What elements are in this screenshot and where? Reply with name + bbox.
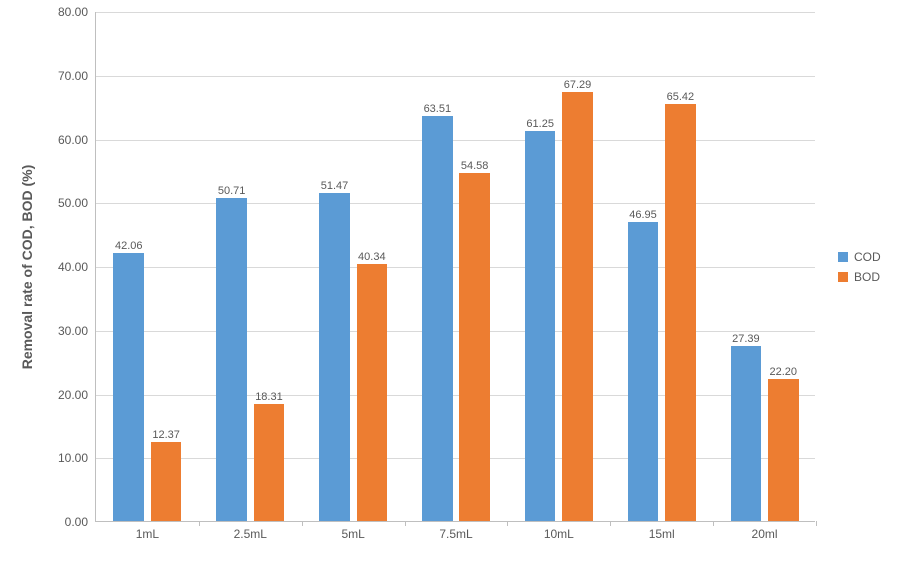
gridline	[96, 395, 815, 396]
x-tick-mark	[507, 521, 508, 526]
bar	[628, 222, 659, 521]
bar-data-label: 40.34	[358, 251, 386, 265]
y-tick-label: 0.00	[65, 515, 96, 529]
gridline	[96, 331, 815, 332]
gridline	[96, 267, 815, 268]
legend-label: BOD	[854, 270, 880, 284]
bar	[113, 253, 144, 521]
legend-label: COD	[854, 250, 881, 264]
gridline	[96, 458, 815, 459]
y-tick-label: 10.00	[58, 451, 96, 465]
x-tick-mark	[302, 521, 303, 526]
x-tick-label: 1mL	[136, 521, 159, 541]
y-axis-title: Removal rate of COD, BOD (%)	[19, 165, 35, 370]
bar-data-label: 50.71	[218, 185, 246, 199]
legend-item: COD	[838, 250, 881, 264]
y-tick-label: 20.00	[58, 388, 96, 402]
bar	[731, 346, 762, 521]
gridline	[96, 76, 815, 77]
bar-data-label: 63.51	[424, 103, 452, 117]
bar-data-label: 54.58	[461, 160, 489, 174]
legend: COD BOD	[838, 250, 881, 290]
bar-data-label: 12.37	[152, 429, 180, 443]
x-tick-label: 5mL	[341, 521, 364, 541]
x-tick-label: 7.5mL	[439, 521, 472, 541]
chart-container: 0.00 10.00 20.00 30.00 40.00 50.00 60.00 70.00 8…	[0, 0, 918, 570]
bar-data-label: 46.95	[629, 209, 657, 223]
bar-data-label: 22.20	[769, 366, 797, 380]
gridline	[96, 12, 815, 13]
legend-item: BOD	[838, 270, 881, 284]
x-tick-mark	[405, 521, 406, 526]
x-tick-mark	[713, 521, 714, 526]
y-tick-label: 60.00	[58, 133, 96, 147]
bar	[216, 198, 247, 521]
y-tick-label: 40.00	[58, 260, 96, 274]
bar	[357, 264, 388, 521]
y-tick-label: 70.00	[58, 69, 96, 83]
x-tick-mark	[610, 521, 611, 526]
bar-data-label: 18.31	[255, 391, 283, 405]
x-tick-label: 2.5mL	[234, 521, 267, 541]
bar	[422, 116, 453, 521]
bar	[525, 131, 556, 521]
x-tick-mark	[199, 521, 200, 526]
bar	[319, 193, 350, 521]
bar	[459, 173, 490, 521]
legend-swatch	[838, 252, 848, 262]
x-tick-label: 20ml	[752, 521, 778, 541]
gridline	[96, 203, 815, 204]
x-tick-label: 10mL	[544, 521, 574, 541]
y-tick-label: 30.00	[58, 324, 96, 338]
bar-data-label: 51.47	[321, 180, 349, 194]
y-tick-label: 50.00	[58, 196, 96, 210]
bar	[665, 104, 696, 521]
plot-area: 0.0010.0020.0030.0040.0050.0060.0070.008…	[95, 12, 815, 522]
legend-swatch	[838, 272, 848, 282]
x-tick-label: 15ml	[649, 521, 675, 541]
x-tick-mark	[816, 521, 817, 526]
bar-data-label: 67.29	[564, 79, 592, 93]
bar-data-label: 65.42	[667, 91, 695, 105]
bar	[562, 92, 593, 521]
bar-data-label: 42.06	[115, 240, 143, 254]
gridline	[96, 140, 815, 141]
y-tick-label: 80.00	[58, 5, 96, 19]
bar-data-label: 27.39	[732, 333, 760, 347]
bar	[254, 404, 285, 521]
bar	[768, 379, 799, 521]
bar-data-label: 61.25	[526, 118, 554, 132]
bar	[151, 442, 182, 521]
